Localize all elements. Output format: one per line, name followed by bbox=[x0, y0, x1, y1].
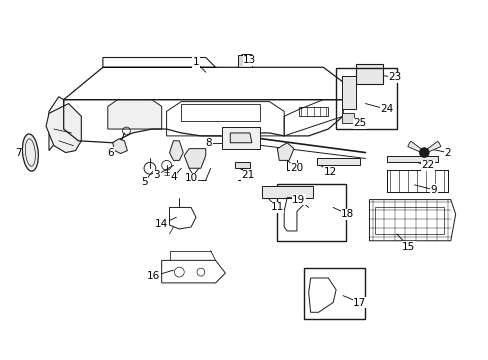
Bar bbox=[355, 64, 383, 84]
Text: 18: 18 bbox=[341, 209, 354, 219]
Bar bbox=[181, 104, 259, 121]
Polygon shape bbox=[341, 76, 355, 109]
Text: 2: 2 bbox=[444, 148, 450, 158]
Polygon shape bbox=[316, 158, 359, 165]
Text: 9: 9 bbox=[430, 185, 437, 195]
Bar bbox=[238, 55, 251, 67]
Polygon shape bbox=[169, 141, 183, 161]
Bar bbox=[261, 186, 312, 198]
Polygon shape bbox=[341, 113, 353, 123]
Text: 6: 6 bbox=[107, 148, 114, 158]
Bar bbox=[335, 68, 396, 129]
Text: 7: 7 bbox=[15, 148, 22, 158]
Text: 21: 21 bbox=[241, 170, 254, 180]
Polygon shape bbox=[235, 162, 249, 168]
Circle shape bbox=[419, 148, 428, 157]
Bar bbox=[386, 170, 447, 192]
Text: 25: 25 bbox=[352, 118, 366, 128]
Bar bbox=[222, 127, 259, 149]
Text: 17: 17 bbox=[352, 297, 366, 307]
Polygon shape bbox=[277, 143, 293, 161]
Text: 12: 12 bbox=[323, 167, 336, 177]
Polygon shape bbox=[184, 149, 205, 168]
Text: 10: 10 bbox=[184, 173, 197, 183]
Polygon shape bbox=[420, 153, 427, 170]
Polygon shape bbox=[424, 141, 440, 153]
Text: 15: 15 bbox=[401, 242, 414, 252]
Text: 24: 24 bbox=[380, 104, 393, 114]
Text: 4: 4 bbox=[170, 172, 176, 182]
Text: 16: 16 bbox=[147, 271, 160, 281]
Text: 14: 14 bbox=[155, 219, 168, 229]
Polygon shape bbox=[107, 100, 162, 129]
Text: 1: 1 bbox=[192, 57, 199, 67]
Text: 3: 3 bbox=[153, 170, 160, 180]
Text: 23: 23 bbox=[387, 72, 401, 82]
Bar bbox=[277, 184, 345, 241]
Ellipse shape bbox=[22, 134, 38, 171]
Polygon shape bbox=[407, 141, 424, 153]
Text: 11: 11 bbox=[270, 202, 284, 212]
Polygon shape bbox=[386, 156, 437, 162]
Polygon shape bbox=[230, 133, 251, 143]
Polygon shape bbox=[46, 104, 81, 153]
Text: 19: 19 bbox=[292, 195, 305, 204]
Polygon shape bbox=[112, 139, 127, 153]
Text: 22: 22 bbox=[421, 160, 434, 170]
Bar bbox=[303, 268, 364, 319]
Text: 20: 20 bbox=[290, 163, 303, 173]
Text: 13: 13 bbox=[243, 55, 256, 66]
Polygon shape bbox=[238, 55, 251, 67]
Text: 8: 8 bbox=[205, 138, 212, 148]
Text: 5: 5 bbox=[141, 177, 147, 187]
Polygon shape bbox=[49, 97, 63, 150]
